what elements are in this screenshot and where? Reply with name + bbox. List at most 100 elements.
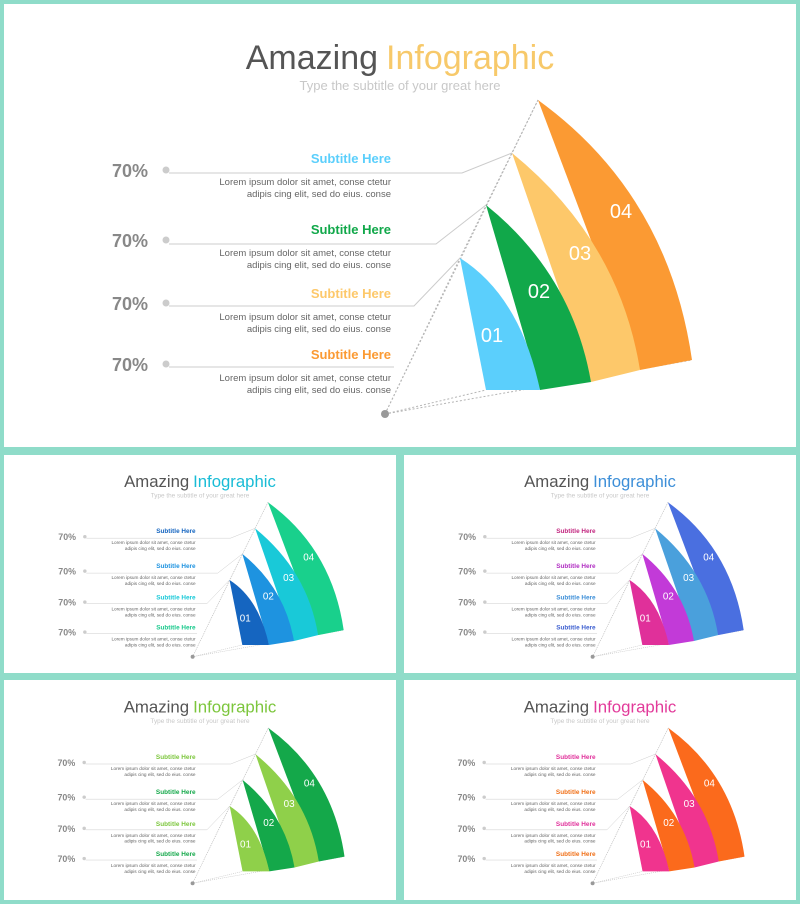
item-body-line: Lorem ipsum dolor sit amet, conse ctetur [219,373,391,384]
item-body-line: Lorem ipsum dolor sit amet, conse ctetur [219,312,391,323]
row-dot [162,299,170,307]
item-body-line: adipis cing elit, sed do eius. conse [525,612,596,617]
segment-4 [538,100,692,370]
item-body-line: Lorem ipsum dolor sit amet, conse ctetur [111,766,196,771]
segment-label: 04 [610,201,632,223]
percent-value: 70% [58,532,76,542]
item-body-line: Lorem ipsum dolor sit amet, conse ctetur [511,863,596,868]
connector-line [486,553,643,574]
item-body-line: adipis cing elit, sed do eius. conse [247,189,391,200]
segment-label: 03 [569,243,591,265]
segment-label: 02 [528,281,550,303]
list-item: 70% Subtitle Here Lorem ipsum dolor sit am… [57,821,196,844]
connector-line [485,753,656,765]
item-body-line: adipis cing elit, sed do eius. conse [124,807,196,812]
projection-line [192,871,243,884]
row-dot [482,856,486,861]
percent-value: 70% [112,231,148,251]
percent-value: 70% [457,758,475,768]
page-title: Amazing Infographic [524,698,677,717]
page-subtitle: Type the subtitle of your great here [551,492,650,499]
projection-line [629,502,669,581]
panel-green-infographic: Amazing Infographic Type the subtitle of y… [4,680,396,900]
segment-2 [242,779,295,872]
row-dot [83,630,87,634]
percent-value: 70% [457,854,475,864]
item-body-line: Lorem ipsum dolor sit amet, conse ctetur [219,248,391,259]
title-part-a: Amazing [124,698,189,717]
percent-value: 70% [57,824,75,834]
segment-label: 04 [304,778,315,789]
item-body-line: Lorem ipsum dolor sit amet, conse ctetur [111,863,196,868]
item-body-line: adipis cing elit, sed do eius. conse [124,869,196,874]
projection-line [592,871,643,884]
item-body-line: Lorem ipsum dolor sit amet, conse ctetur [511,833,596,838]
item-subtitle: Subtitle Here [156,789,196,796]
row-dot [82,856,86,861]
segment-label: 03 [683,573,694,584]
segment-3 [655,754,719,868]
page-subtitle: Type the subtitle of your great here [300,78,501,93]
item-subtitle: Subtitle Here [556,789,596,796]
segment-4 [267,502,344,636]
projection-line [592,644,643,658]
segment-label: 03 [284,799,295,810]
item-subtitle: Subtitle Here [556,563,596,570]
segment-2 [242,553,294,645]
segment-4 [668,727,745,862]
title-part-b: Infographic [193,698,276,717]
connector-line [169,257,461,307]
item-subtitle: Subtitle Here [311,222,391,237]
item-body-line: Lorem ipsum dolor sit amet, conse ctetur [111,607,196,612]
segment-label: 03 [283,573,294,584]
segment-label: 01 [240,613,251,624]
connector-line [85,779,243,800]
row-dot [483,534,487,539]
segment-3 [255,754,319,868]
panel-main-infographic: Amazing Infographic Type the subtitle of y… [4,4,796,447]
list-item: 70% Subtitle Here Lorem ipsum dolor sit am… [457,821,596,844]
connector-line [86,553,243,574]
segment-label: 02 [663,818,674,829]
item-subtitle: Subtitle Here [156,595,196,602]
item-body-line: adipis cing elit, sed do eius. conse [524,839,596,844]
connector-line [169,204,487,245]
segment-label: 01 [240,840,251,851]
focal-dot [590,654,595,659]
list-item: 70% Subtitle Here Lorem ipsum dolor sit am… [458,528,596,551]
row-dot [482,760,486,765]
segment-2 [642,553,694,645]
percent-value: 70% [58,567,76,577]
page-title: Amazing Infographic [124,698,277,717]
focal-dot [381,410,389,418]
item-subtitle: Subtitle Here [156,821,196,828]
list-item: 70% Subtitle Here Lorem ipsum dolor sit am… [58,595,196,618]
row-dot [82,826,86,831]
percent-value: 70% [57,758,75,768]
item-body-line: Lorem ipsum dolor sit amet, conse ctetur [111,637,196,642]
row-dot [482,795,486,799]
segment-4 [268,727,345,862]
segment-label: 04 [703,552,714,563]
segment-2 [486,205,591,390]
panel-pink-infographic: Amazing Infographic Type the subtitle of y… [404,680,796,900]
segment-1 [460,258,540,390]
segment-label: 01 [481,325,503,347]
projection-line [229,502,269,581]
item-body-line: adipis cing elit, sed do eius. conse [125,642,196,647]
title-part-b: Infographic [593,698,676,717]
title-part-a: Amazing [524,472,589,491]
item-body-line: adipis cing elit, sed do eius. conse [124,772,196,777]
item-body-line: adipis cing elit, sed do eius. conse [125,546,196,551]
item-body-line: adipis cing elit, sed do eius. conse [525,642,596,647]
page-subtitle: Type the subtitle of your great here [150,718,250,725]
item-body-line: Lorem ipsum dolor sit amet, conse ctetur [111,833,196,838]
segment-3 [512,153,640,382]
percent-value: 70% [457,824,475,834]
page-subtitle: Type the subtitle of your great here [151,492,250,499]
segment-1 [629,579,669,645]
list-item: 70% Subtitle Here Lorem ipsum dolor sit am… [457,754,596,777]
title-part-a: Amazing [246,39,378,77]
